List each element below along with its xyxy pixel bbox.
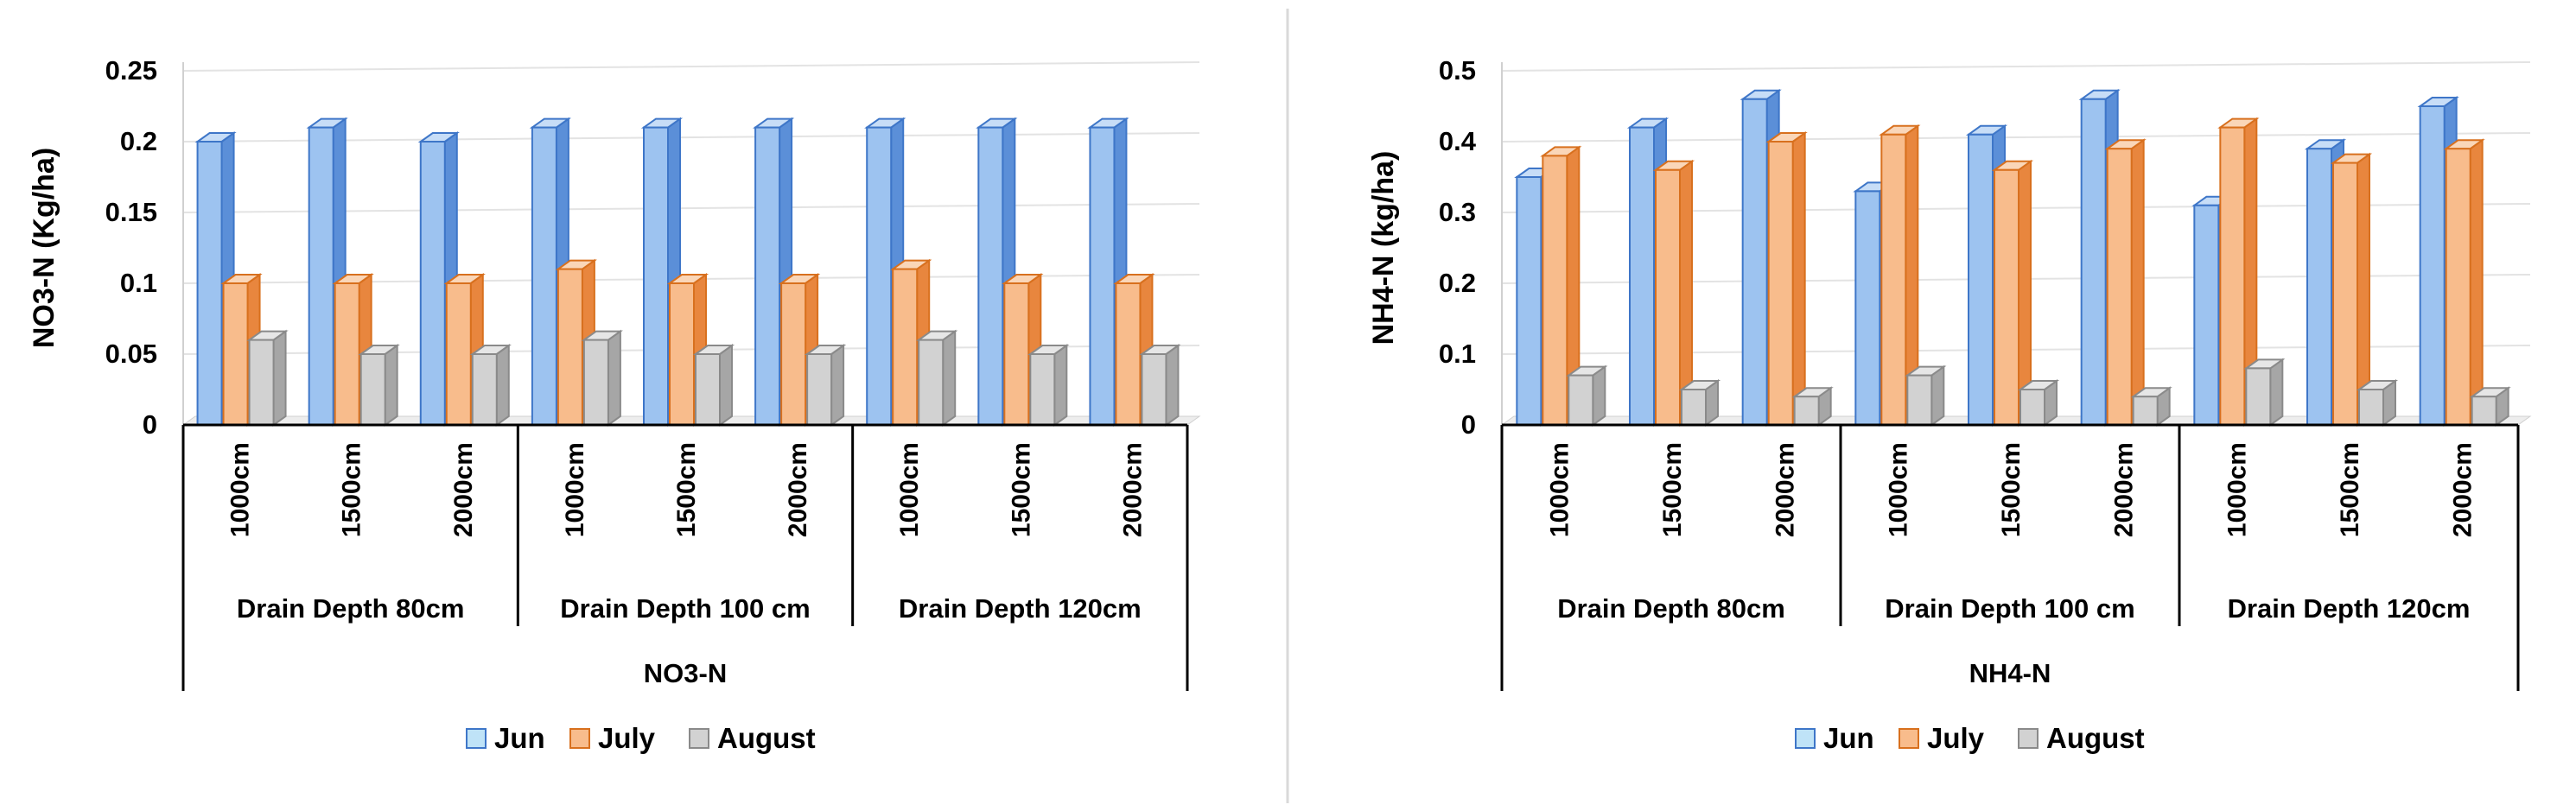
bar-july: [2104, 138, 2147, 427]
y-tick-label: 0.4: [1439, 126, 1477, 156]
bar-july: [1540, 145, 1582, 427]
bar-jun: [640, 117, 684, 427]
x-category-label: 1000cm: [1545, 442, 1574, 537]
bar-august: [1139, 344, 1181, 427]
x-group-label: Drain Depth 120cm: [2228, 593, 2471, 624]
bar-july: [2217, 117, 2260, 427]
bar-august: [2130, 386, 2172, 427]
bar-august: [246, 329, 289, 427]
bar-august: [916, 329, 958, 427]
legend-swatch: [2018, 728, 2039, 749]
x-category-label: 1000cm: [1884, 442, 1912, 537]
x-outer-label: NO3-N: [644, 658, 727, 688]
bar-august: [1678, 379, 1721, 427]
bar-august: [581, 329, 624, 427]
legend-swatch: [1795, 728, 1816, 749]
bar-august: [692, 344, 735, 427]
legend-swatch: [569, 728, 590, 749]
legend-label: Jun: [494, 722, 545, 754]
bar-august: [1566, 364, 1608, 427]
legend-swatch: [689, 728, 709, 749]
no3-chart: 0 0.05 0.1 0.15 0.2 0.25 NO3-N (Kg/ha) 1000cm 15…: [28, 55, 1201, 754]
x-outer-label: NH4-N: [1969, 658, 2051, 688]
bar-august: [358, 344, 400, 427]
x-group-label: Drain Depth 80cm: [1557, 593, 1785, 624]
bar-july: [666, 273, 709, 427]
bar-august: [2017, 379, 2060, 427]
x-group-label: Drain Depth 100 cm: [1885, 593, 2134, 624]
gridline: [182, 132, 1200, 143]
x-group-label: Drain Depth 80cm: [237, 593, 465, 624]
gridline: [1501, 132, 2531, 143]
bar-august: [1791, 386, 1834, 427]
bar-august: [1905, 364, 1947, 427]
y-tick-label: 0.1: [120, 268, 157, 298]
x-category-label: 2000cm: [1771, 442, 1800, 537]
bar-august: [2356, 379, 2399, 427]
x-category-label: 1500cm: [1007, 442, 1035, 537]
legend-item-august: August: [689, 722, 816, 754]
x-category-label: 2000cm: [1118, 442, 1147, 537]
x-category-label: 2000cm: [2449, 442, 2477, 537]
bar-july: [1652, 159, 1695, 427]
y-axis-label: NO3-N (Kg/ha): [28, 148, 60, 348]
bar-august: [2243, 358, 2286, 427]
x-group-label: Drain Depth 120cm: [899, 593, 1142, 624]
x-category-label: 1500cm: [672, 442, 701, 537]
bar-july: [1991, 159, 2034, 427]
x-category-label: 1000cm: [895, 442, 924, 537]
y-tick-label: 0.15: [105, 197, 157, 227]
bar-july: [2443, 138, 2485, 427]
x-category-label: 1500cm: [338, 442, 366, 537]
bar-july: [2330, 152, 2373, 427]
bar-july: [1765, 131, 1808, 427]
bar-august: [804, 344, 847, 427]
gridline: [1501, 61, 2531, 72]
legend-item-jun: Jun: [1795, 722, 1874, 754]
y-axis-label: NH4-N (kg/ha): [1367, 151, 1400, 345]
gridline: [182, 61, 1200, 72]
y-tick-label: 0.1: [1439, 339, 1476, 369]
y-tick-label: 0.2: [120, 126, 157, 156]
legend-swatch: [466, 728, 487, 749]
x-category-label: 1500cm: [2336, 442, 2364, 537]
x-category-label: 1500cm: [1997, 442, 2026, 537]
legend-swatch: [1899, 728, 1919, 749]
bar-jun: [306, 117, 348, 427]
bar-august: [469, 344, 512, 427]
bar-august: [2469, 386, 2511, 427]
legend-label: July: [1927, 722, 1985, 754]
legend-label: Jun: [1823, 722, 1874, 754]
legend-label: July: [598, 722, 656, 754]
x-category-label: 2000cm: [449, 442, 478, 537]
y-tick-label: 0.2: [1439, 268, 1476, 298]
x-category-label: 1000cm: [561, 442, 589, 537]
x-category-label: 2000cm: [2110, 442, 2139, 537]
legend: Jun July August: [1795, 722, 2145, 754]
legend: Jun July August: [466, 722, 816, 754]
legend-item-july: July: [1899, 722, 1985, 754]
nh4-chart: 0 0.1 0.2 0.3 0.4 0.5 NH4-N (kg/ha) 1000cm 1500c…: [1367, 55, 2532, 754]
bar-july: [443, 273, 486, 427]
x-category-label: 1500cm: [1658, 442, 1687, 537]
gridline: [182, 203, 1200, 213]
x-category-label: 2000cm: [784, 442, 812, 537]
x-category-label: 1000cm: [2223, 442, 2251, 537]
y-tick-label: 0.05: [105, 339, 157, 369]
x-group-label: Drain Depth 100 cm: [560, 593, 810, 624]
legend-label: August: [717, 722, 816, 754]
legend-item-august: August: [2018, 722, 2145, 754]
bar-august: [1027, 344, 1070, 427]
legend-label: August: [2046, 722, 2145, 754]
x-category-label: 1000cm: [226, 442, 255, 537]
y-tick-label: 0.3: [1439, 197, 1476, 227]
y-tick-label: 0.5: [1439, 55, 1476, 86]
legend-item-july: July: [569, 722, 656, 754]
legend-item-jun: Jun: [466, 722, 545, 754]
y-tick-label: 0: [143, 409, 157, 440]
y-tick-label: 0: [1461, 409, 1476, 440]
y-tick-label: 0.25: [105, 55, 157, 86]
